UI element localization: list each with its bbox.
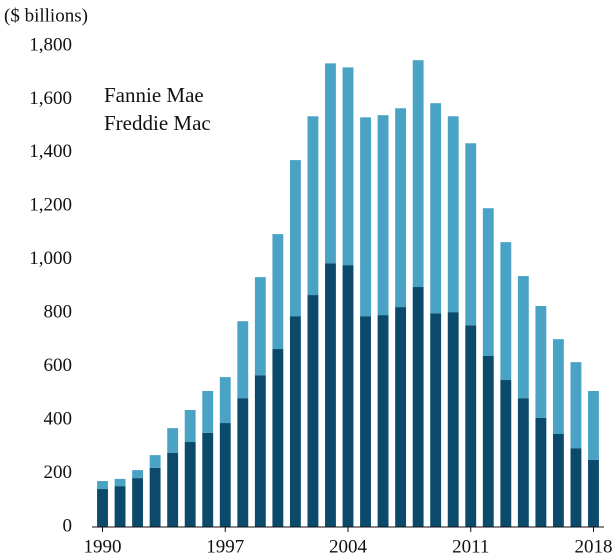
- bar-segment: [342, 265, 354, 527]
- y-tick-label: 1,000: [29, 248, 72, 269]
- bar-segment: [149, 467, 161, 527]
- bar-segment: [114, 478, 126, 487]
- bar-segment: [219, 423, 231, 527]
- bar-segment: [588, 459, 599, 527]
- y-tick-label: 1,200: [29, 195, 72, 216]
- bar-segment: [289, 160, 301, 317]
- y-tick-label: 1,800: [29, 34, 72, 55]
- bar-segment: [307, 116, 319, 296]
- bar-segment: [307, 295, 319, 527]
- bar-segment: [360, 316, 371, 527]
- bar-segment: [465, 143, 477, 326]
- bar-segment: [430, 103, 442, 314]
- bar-segment: [412, 287, 424, 527]
- bar-segment: [552, 434, 564, 527]
- bar-segment: [167, 452, 179, 527]
- bar-segment: [97, 489, 108, 527]
- bar-segment: [500, 380, 512, 527]
- bar-segment: [272, 349, 284, 527]
- bar-segment: [535, 306, 547, 418]
- x-tick-label: 2011: [452, 536, 489, 557]
- y-tick-label: 200: [44, 462, 73, 483]
- bar-segment: [149, 455, 161, 468]
- bar-segment: [517, 398, 529, 527]
- bar-segment: [325, 63, 336, 264]
- bar-segment: [237, 321, 249, 399]
- bar-segment: [412, 60, 424, 288]
- bar-segment: [272, 234, 284, 350]
- x-tick-label: 2018: [574, 536, 612, 557]
- legend-entry: Fannie Mae: [104, 83, 204, 107]
- bar-segment: [289, 316, 301, 527]
- bar-segment: [517, 276, 529, 399]
- bar-segment: [447, 116, 459, 313]
- y-tick-label: 1,600: [29, 88, 72, 109]
- bar-segment: [132, 470, 144, 479]
- legend-entry: Freddie Mac: [104, 111, 211, 135]
- y-tick-label: 800: [44, 302, 73, 323]
- bar-segment: [377, 315, 389, 527]
- bar-segment: [465, 325, 477, 527]
- bar-segment: [360, 117, 371, 317]
- bar-segment: [570, 448, 582, 527]
- bar-segment: [535, 417, 547, 527]
- bar-segment: [377, 115, 389, 316]
- bar-segment: [167, 428, 179, 453]
- bar-segment: [552, 339, 564, 435]
- y-tick-label: 600: [44, 355, 73, 376]
- bar-segment: [500, 242, 512, 381]
- bar-segment: [325, 263, 336, 527]
- bar-segment: [430, 313, 442, 527]
- x-tick-label: 1997: [206, 536, 244, 557]
- bar-segment: [482, 208, 494, 356]
- bar-segment: [570, 362, 582, 449]
- bar-segment: [219, 377, 231, 424]
- bar-segment: [202, 390, 214, 433]
- bar-segment: [395, 307, 407, 527]
- bar-segment: [395, 108, 407, 308]
- bar-segment: [184, 442, 196, 527]
- bar-segment: [237, 398, 249, 527]
- unit-annotation: ($ billions): [4, 5, 88, 26]
- bar-segment: [588, 390, 599, 460]
- bar-segment: [184, 409, 196, 443]
- bar-segment: [254, 375, 266, 527]
- bar-segment: [254, 277, 266, 376]
- bar-segment: [202, 432, 214, 527]
- y-tick-label: 1,400: [29, 141, 72, 162]
- y-tick-label: 400: [44, 408, 73, 429]
- bar-segment: [447, 312, 459, 527]
- bar-segment: [97, 481, 108, 490]
- x-tick-label: 1990: [84, 536, 122, 557]
- bar-segment: [482, 355, 494, 527]
- bar-segment: [132, 478, 144, 527]
- x-tick-label: 2004: [329, 536, 368, 557]
- bar-segment: [342, 67, 354, 266]
- bar-segment: [114, 486, 126, 527]
- y-tick-label: 0: [63, 515, 73, 536]
